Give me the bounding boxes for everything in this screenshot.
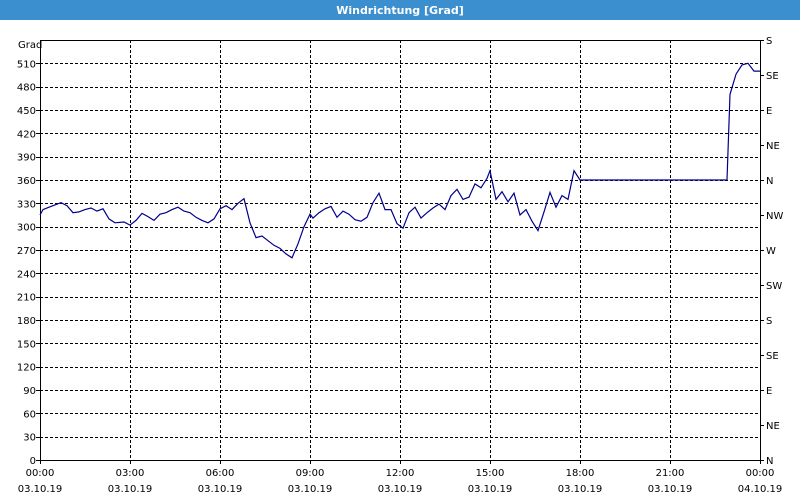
right-tick-label: W	[766, 246, 776, 257]
y-axis-label: Grad	[18, 40, 42, 51]
x-tick-time: 12:00	[386, 468, 415, 479]
y-tick-label: 240	[17, 269, 36, 280]
tick-layer	[36, 40, 764, 464]
x-tick-time: 21:00	[656, 468, 685, 479]
x-tick-time: 00:00	[746, 468, 775, 479]
right-tick-label: NE	[766, 141, 780, 152]
wind-direction-chart: Grad 0 30 60 90 120 150 180 210 240 270 300 330 360 3…	[17, 36, 784, 495]
right-tick-label: SE	[766, 351, 779, 362]
x-tick-date: 03.10.19	[558, 484, 603, 495]
y-tick-label: 510	[17, 59, 36, 70]
y-tick-label: 90	[23, 386, 36, 397]
right-tick-label: N	[766, 176, 773, 187]
x-tick-time: 03:00	[116, 468, 145, 479]
x-tick-date: 03.10.19	[648, 484, 693, 495]
right-tick-label: SW	[766, 281, 782, 292]
right-tick-label: E	[766, 386, 772, 397]
y-tick-label: 30	[23, 433, 36, 444]
x-tick-time: 15:00	[476, 468, 505, 479]
grid-layer	[40, 40, 760, 460]
y-tick-label: 420	[17, 129, 36, 140]
x-tick-labels: 00:00 03.10.19 03:00 03.10.19 06:00 03.10.19 0…	[18, 468, 783, 495]
y-tick-label: 270	[17, 246, 36, 257]
y-tick-label: 210	[17, 293, 36, 304]
y-tick-labels: 0 30 60 90 120 150 180 210 240 270 300 330 360 390 420…	[17, 59, 36, 467]
right-tick-label: N	[766, 456, 773, 467]
right-tick-label: S	[766, 36, 772, 47]
x-tick-date: 03.10.19	[198, 484, 243, 495]
y-tick-label: 120	[17, 363, 36, 374]
y-tick-label: 150	[17, 339, 36, 350]
y-tick-label: 390	[17, 153, 36, 164]
y-tick-label: 330	[17, 199, 36, 210]
x-tick-date: 03.10.19	[378, 484, 423, 495]
right-tick-label: SE	[766, 71, 779, 82]
x-tick-date: 04.10.19	[738, 484, 783, 495]
chart-title: Windrichtung [Grad]	[336, 3, 464, 17]
y-tick-label: 300	[17, 223, 36, 234]
x-tick-date: 03.10.19	[288, 484, 333, 495]
x-tick-time: 06:00	[206, 468, 235, 479]
y-tick-label: 480	[17, 83, 36, 94]
y-tick-label: 360	[17, 176, 36, 187]
x-tick-date: 03.10.19	[468, 484, 513, 495]
right-tick-label: NE	[766, 421, 780, 432]
x-tick-time: 00:00	[26, 468, 55, 479]
series-line	[39, 62, 760, 259]
x-tick-date: 03.10.19	[18, 484, 63, 495]
right-tick-label: S	[766, 316, 772, 327]
x-tick-time: 09:00	[296, 468, 325, 479]
y-tick-label: 0	[30, 456, 36, 467]
y-tick-label: 450	[17, 106, 36, 117]
x-tick-time: 18:00	[566, 468, 595, 479]
chart-title-bar: Windrichtung [Grad]	[0, 0, 800, 20]
right-tick-labels: N NE E SE S SW W NW N NE E SE S	[766, 36, 783, 467]
x-tick-date: 03.10.19	[108, 484, 153, 495]
y-tick-label: 60	[23, 409, 36, 420]
right-tick-label: E	[766, 106, 772, 117]
y-tick-label: 180	[17, 316, 36, 327]
right-tick-label: NW	[766, 211, 783, 222]
